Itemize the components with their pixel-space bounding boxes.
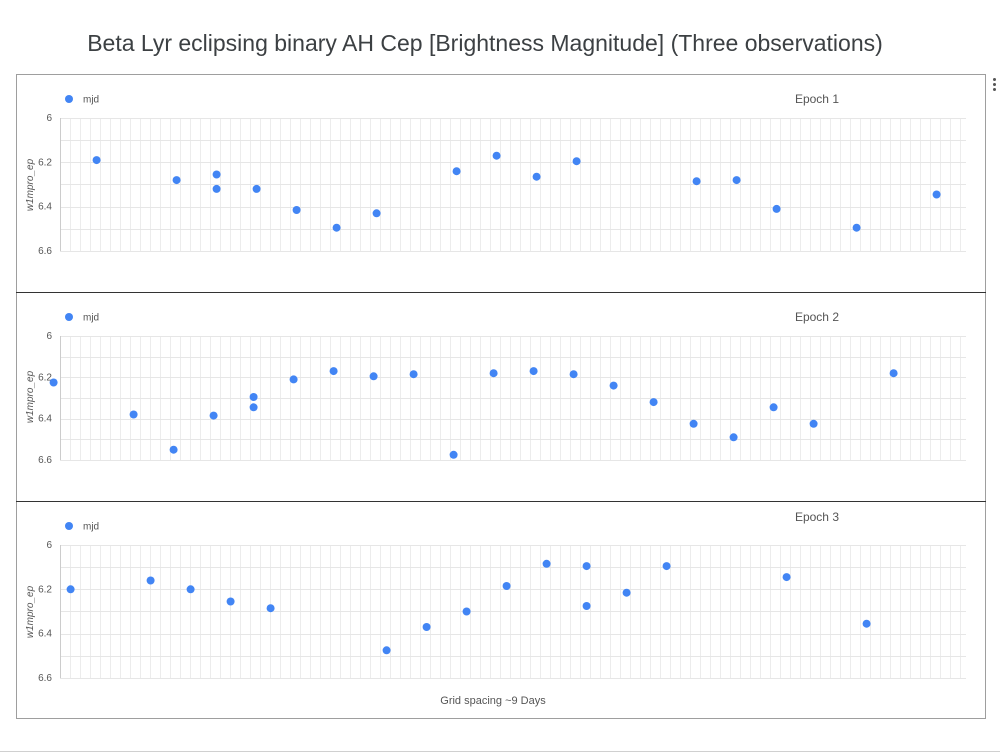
data-point[interactable] (369, 372, 378, 381)
data-point[interactable] (462, 607, 471, 616)
data-point[interactable] (689, 419, 698, 428)
legend-marker (65, 522, 73, 530)
y-axis-label: w1mpro_ep (25, 370, 36, 423)
data-point[interactable] (502, 582, 511, 590)
legend-label: mjd (83, 313, 99, 324)
data-point[interactable] (692, 177, 701, 186)
data-point[interactable] (769, 403, 778, 412)
y-axis-label: w1mpro_ep (25, 158, 36, 211)
data-point[interactable] (932, 190, 941, 199)
data-point[interactable] (422, 623, 431, 631)
data-point[interactable] (249, 393, 258, 401)
y-tick-label: 6.2 (38, 157, 52, 168)
data-point[interactable] (852, 223, 861, 232)
data-point[interactable] (862, 619, 871, 628)
footer-divider (0, 751, 1000, 752)
data-point[interactable] (129, 410, 138, 419)
data-point[interactable] (382, 646, 391, 655)
panel-divider (16, 501, 986, 502)
data-point[interactable] (582, 562, 591, 571)
chart-title: Beta Lyr eclipsing binary AH Cep [Bright… (87, 30, 883, 56)
data-point[interactable] (782, 573, 791, 582)
y-tick-label: 6 (46, 540, 52, 551)
data-point[interactable] (409, 370, 418, 379)
data-point[interactable] (529, 367, 538, 376)
data-point[interactable] (572, 157, 581, 166)
data-point[interactable] (289, 375, 298, 384)
data-point[interactable] (249, 403, 258, 412)
data-point[interactable] (809, 419, 818, 428)
data-point[interactable] (732, 176, 741, 185)
data-point[interactable] (266, 604, 275, 613)
y-tick-label: 6.4 (38, 629, 52, 640)
panel-epoch-2: 6 6.2 6.4 6.6 w1mpro_ep mjd Epoch 2 (25, 310, 966, 466)
data-point[interactable] (489, 369, 498, 378)
legend-label: mjd (83, 95, 99, 106)
data-point[interactable] (372, 209, 381, 218)
data-point[interactable] (662, 562, 671, 571)
data-point[interactable] (729, 433, 738, 442)
data-point[interactable] (332, 223, 341, 232)
panel-epoch-1: 6 6.2 6.4 6.6 w1mpro_ep mjd Epoch 1 (25, 92, 966, 257)
data-point[interactable] (622, 588, 631, 597)
data-point[interactable] (772, 204, 781, 213)
x-axis-label: Grid spacing ~9 Days (440, 695, 546, 707)
y-tick-label: 6.2 (38, 372, 52, 383)
data-point[interactable] (146, 576, 155, 585)
data-point[interactable] (66, 585, 75, 594)
more-vert-icon[interactable] (988, 76, 1000, 96)
data-point[interactable] (582, 602, 591, 610)
data-point[interactable] (226, 597, 235, 606)
data-point[interactable] (452, 167, 461, 176)
legend-label: mjd (83, 522, 99, 533)
panel-divider (16, 292, 986, 293)
data-point[interactable] (212, 184, 221, 193)
legend-marker (65, 95, 73, 103)
data-point[interactable] (172, 176, 181, 185)
data-point[interactable] (569, 370, 578, 379)
data-point[interactable] (649, 398, 658, 407)
data-point[interactable] (252, 184, 261, 193)
data-point[interactable] (49, 378, 58, 387)
data-point[interactable] (292, 206, 301, 214)
y-tick-label: 6 (46, 331, 52, 342)
data-point[interactable] (532, 172, 541, 181)
data-point[interactable] (492, 151, 501, 160)
data-point[interactable] (329, 367, 338, 376)
data-point[interactable] (209, 411, 218, 420)
y-axis-label: w1mpro_ep (25, 585, 36, 638)
y-tick-label: 6 (46, 113, 52, 124)
y-tick-label: 6.6 (38, 673, 52, 684)
data-point[interactable] (92, 156, 101, 165)
chart-container (16, 74, 986, 719)
panel-epoch-3: 6 6.2 6.4 6.6 w1mpro_ep mjd Epoch 3 (25, 510, 966, 684)
panel-title: Epoch 1 (795, 92, 839, 106)
data-point[interactable] (542, 559, 551, 568)
data-point[interactable] (169, 445, 178, 454)
data-point[interactable] (186, 585, 195, 594)
y-tick-label: 6.2 (38, 584, 52, 595)
panel-title: Epoch 2 (795, 310, 839, 324)
data-point[interactable] (889, 369, 898, 378)
data-point[interactable] (609, 381, 618, 390)
legend-marker (65, 313, 73, 321)
data-point[interactable] (212, 170, 221, 179)
y-tick-label: 6.4 (38, 202, 52, 213)
y-tick-label: 6.6 (38, 246, 52, 257)
y-tick-label: 6.6 (38, 455, 52, 466)
panel-title: Epoch 3 (795, 510, 839, 524)
y-tick-label: 6.4 (38, 414, 52, 425)
data-point[interactable] (449, 450, 458, 459)
